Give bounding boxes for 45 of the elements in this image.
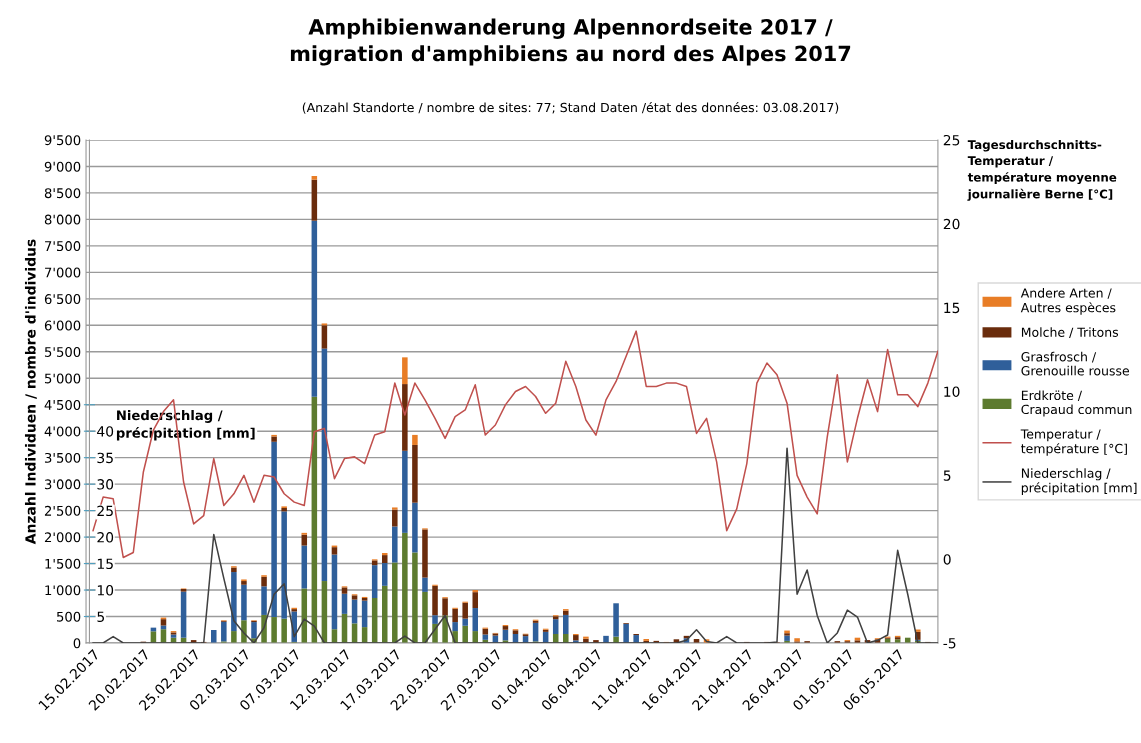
- y3-tick-label: 15: [97, 558, 113, 570]
- y-tick-label: 8'500: [44, 188, 81, 199]
- legend-label: Grasfrosch / Grenouille rousse: [1021, 351, 1130, 376]
- y-tick-label: 5'000: [44, 373, 81, 384]
- y2-tick-label: 0: [943, 554, 951, 565]
- y-tick-label: 2'000: [44, 532, 81, 543]
- y-tick-label: 7'000: [45, 267, 81, 278]
- y3-tick-label: 25: [97, 505, 113, 517]
- legend-label: Erdkröte / Crapaud commun: [1021, 390, 1132, 417]
- y2-tick-label: 5: [943, 470, 951, 481]
- legend-label: Molche / Tritons: [1021, 327, 1119, 338]
- y2-tick-label: -5: [943, 638, 956, 649]
- legend-label: Temperatur / température [°C]: [1020, 429, 1127, 456]
- y3-tick-label: 20: [97, 532, 114, 543]
- y-tick-label: 7'500: [45, 241, 81, 252]
- y3-tick-label: 40: [97, 426, 114, 437]
- y3-tick-label: 35: [97, 452, 113, 464]
- y-tick-label: 3'000: [44, 479, 81, 490]
- y-tick-label: 9'500: [44, 135, 81, 146]
- legend-label: Andere Arten / Autres espèces: [1020, 288, 1116, 315]
- y-tick-label: 1'500: [45, 558, 81, 569]
- y3-tick-label: 30: [97, 479, 114, 490]
- y2-tick-label: 20: [943, 218, 960, 230]
- chart-subtitle: (Anzahl Standorte / nombre de sites: 77; Stand Daten /état des données: 03.08.2017): [302, 102, 839, 114]
- y-tick-label: 9'000: [44, 161, 81, 172]
- y3-tick-label: 5: [97, 611, 105, 622]
- y2-tick-label: 25: [943, 134, 960, 146]
- y-tick-label: 4'500: [44, 399, 81, 410]
- chart-title: Amphibienwanderung Alpennordseite 2017 / migration d'amphibiens au nord des Alpes 2017: [290, 18, 851, 66]
- y-tick-label: 500: [57, 611, 81, 622]
- y-tick-label: 0: [73, 638, 81, 649]
- y3-tick-label: 10: [97, 585, 114, 596]
- y2-axis-title: Tagesdurchschnitts- Temperatur / température moyenne journalière Berne [°C]: [967, 139, 1117, 201]
- y-tick-label: 3'500: [44, 452, 81, 463]
- y2-tick-label: 15: [944, 302, 960, 314]
- y-axis-title: Anzahl Individuen / nombre d'individus: [24, 239, 37, 545]
- y-tick-label: 5'500: [44, 347, 81, 357]
- y-tick-label: 4'000: [44, 426, 81, 437]
- y-tick-label: 6'500: [44, 294, 81, 305]
- y-tick-label: 6'000: [44, 320, 81, 331]
- y-tick-label: 8'000: [44, 214, 81, 225]
- legend-label: Niederschlag / précipitation [mm]: [1021, 468, 1137, 495]
- y2-tick-label: 10: [944, 386, 960, 397]
- y-tick-label: 2'500: [44, 505, 81, 516]
- y-tick-label: 1'000: [45, 585, 81, 596]
